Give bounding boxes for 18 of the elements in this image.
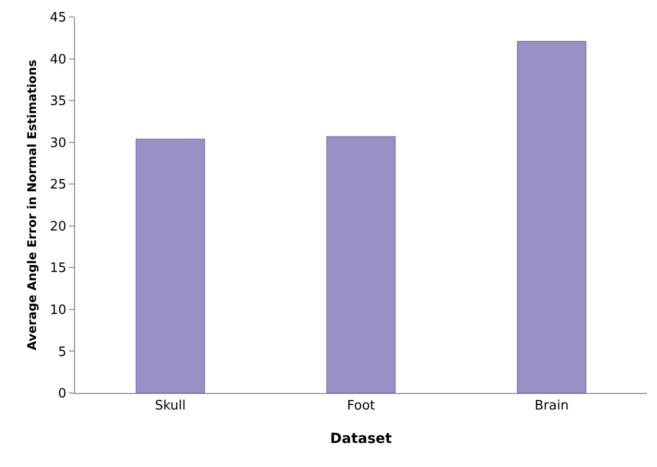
y-tick-label: 30 — [50, 136, 66, 151]
y-tick-label: 25 — [50, 178, 66, 193]
y-tick-label: 35 — [50, 94, 66, 110]
bar — [136, 138, 205, 393]
x-tick-label: Skull — [154, 398, 186, 414]
y-tick-label: 5 — [58, 344, 66, 360]
bar — [517, 40, 586, 393]
y-tick-label: 0 — [58, 386, 66, 402]
y-tick-label: 15 — [50, 261, 66, 276]
y-tick-label: 40 — [50, 52, 66, 68]
y-axis-title: Average Angle Error in Normal Estimations — [25, 60, 40, 350]
x-tick-label: Foot — [346, 398, 376, 414]
y-tick-label: 10 — [50, 302, 66, 318]
x-tick-label: Brain — [534, 398, 569, 414]
y-tick-label: 20 — [50, 219, 66, 234]
bar — [326, 136, 396, 393]
x-axis-title: Dataset — [330, 430, 392, 447]
y-tick-label: 45 — [50, 10, 66, 26]
